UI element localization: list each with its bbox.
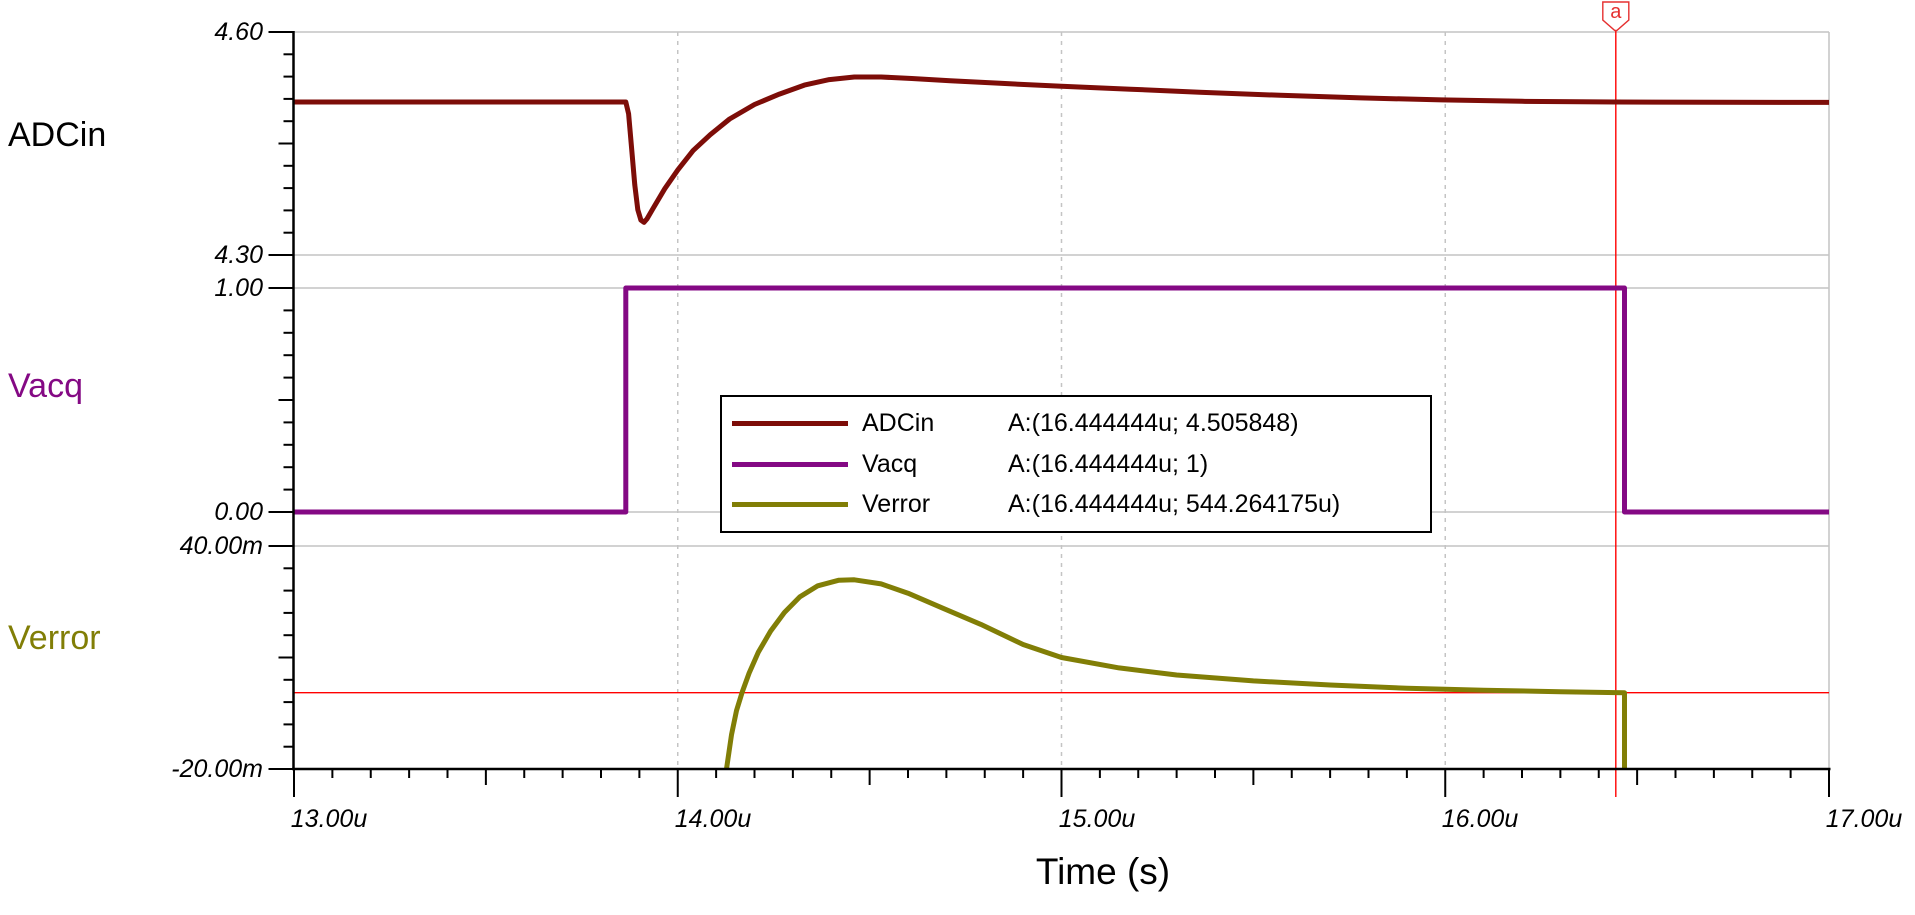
axes-layer	[268, 31, 1831, 797]
x-tick-label: 16.00u	[1441, 805, 1519, 833]
trace-vacq[interactable]	[294, 285, 1829, 515]
x-tick-label: 17.00u	[1825, 805, 1903, 833]
legend-swatch-verror	[732, 502, 848, 508]
legend-name: ADCin	[862, 408, 935, 437]
y-tick-label: 0.00	[214, 498, 263, 526]
trace-label-vacq[interactable]: Vacq	[8, 367, 83, 405]
cursor-flag-label[interactable]: a	[1610, 1, 1622, 23]
x-tick-label: 13.00u	[290, 805, 368, 833]
y-tick-label: 4.60	[214, 18, 263, 46]
legend-row-verror: Verror A:(16.444444u; 544.264175u)	[722, 490, 1430, 519]
trace-label-verror[interactable]: Verror	[8, 619, 101, 657]
x-tick-label: 14.00u	[674, 805, 752, 833]
cursor-legend[interactable]: ADCin A:(16.444444u; 4.505848) Vacq A:(1…	[720, 395, 1432, 533]
trace-label-adcin[interactable]: ADCin	[8, 116, 107, 154]
x-tick-label: 15.00u	[1058, 805, 1136, 833]
legend-swatch-adcin	[732, 420, 848, 426]
legend-cursor-reading: A:(16.444444u; 1)	[1008, 449, 1209, 478]
legend-name: Verror	[862, 490, 931, 519]
y-tick-label: 4.30	[214, 241, 263, 269]
trace-verror[interactable]	[724, 577, 1627, 770]
legend-cursor-reading: A:(16.444444u; 544.264175u)	[1008, 490, 1341, 519]
y-tick-label: 1.00	[214, 274, 263, 302]
cursor-a-flag[interactable]	[1602, 1, 1630, 32]
x-axis-title: Time (s)	[1035, 851, 1171, 892]
legend-name: Vacq	[862, 449, 918, 478]
trace-adcin[interactable]	[294, 74, 1830, 225]
y-tick-label: 40.00m	[179, 532, 263, 560]
traces-layer	[294, 74, 1830, 770]
legend-row-vacq: Vacq A:(16.444444u; 1)	[722, 450, 1430, 479]
y-tick-label: -20.00m	[171, 755, 263, 783]
legend-row-adcin: ADCin A:(16.444444u; 4.505848)	[722, 409, 1430, 438]
legend-cursor-reading: A:(16.444444u; 4.505848)	[1008, 408, 1299, 437]
legend-swatch-vacq	[732, 461, 848, 467]
